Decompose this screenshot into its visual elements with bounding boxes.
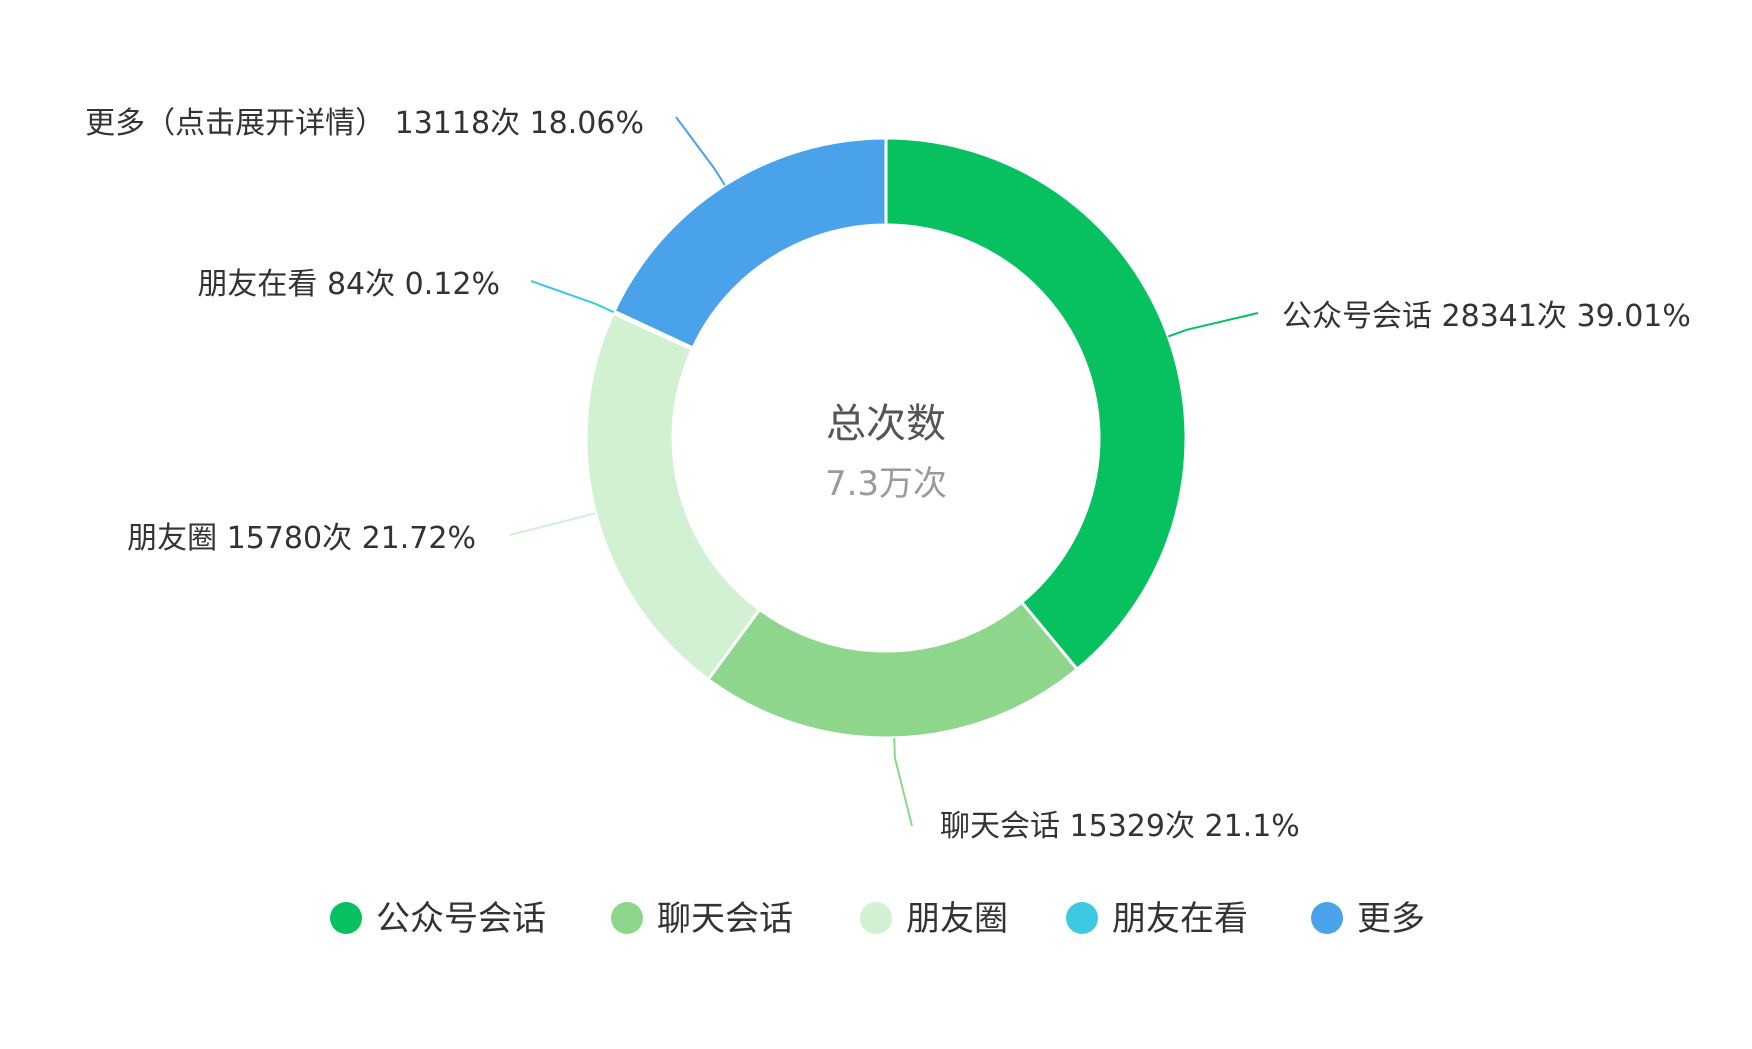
legend: 公众号会话 聊天会话 朋友圈 朋友在看 更多	[330, 899, 1425, 939]
slice-label-2: 聊天会话 15329次 21.1%	[940, 809, 1300, 844]
legend-marker-3	[860, 902, 892, 934]
legend-label-3: 朋友圈	[906, 899, 1008, 939]
leader-line-4	[530, 280, 615, 314]
slice-labels-layer: 公众号会话 28341次 39.01% 聊天会话 15329次 21.1% 朋友圈 …	[85, 106, 1691, 844]
legend-item-4[interactable]: 朋友在看	[1066, 899, 1248, 939]
legend-marker-5	[1311, 902, 1343, 934]
legend-item-5[interactable]: 更多	[1311, 899, 1425, 939]
legend-marker-1	[330, 902, 362, 934]
center-value: 7.3万次	[825, 464, 947, 504]
leader-line-1	[1167, 312, 1259, 338]
slice-label-1: 公众号会话 28341次 39.01%	[1282, 299, 1691, 334]
legend-marker-4	[1066, 902, 1098, 934]
donut-slice-5[interactable]	[612, 136, 888, 350]
leader-line-5	[675, 116, 726, 186]
legend-label-5: 更多	[1357, 899, 1425, 939]
legend-item-1[interactable]: 公众号会话	[330, 899, 546, 939]
legend-label-1: 公众号会话	[376, 899, 546, 939]
legend-label-2: 聊天会话	[657, 899, 793, 939]
donut-slice-1[interactable]	[884, 136, 1188, 672]
leader-line-3	[509, 512, 596, 536]
donut-slice-2[interactable]	[705, 600, 1080, 740]
legend-item-2[interactable]: 聊天会话	[611, 899, 793, 939]
slices-layer	[584, 136, 1188, 740]
slice-label-5[interactable]: 更多（点击展开详情） 13118次 18.06%	[85, 106, 644, 141]
slice-label-3: 朋友圈 15780次 21.72%	[127, 521, 476, 556]
center-title: 总次数	[826, 401, 946, 447]
slice-label-4: 朋友在看 84次 0.12%	[197, 267, 500, 302]
leader-lines-layer	[509, 116, 1259, 827]
legend-label-4: 朋友在看	[1112, 899, 1248, 939]
legend-item-3[interactable]: 朋友圈	[860, 899, 1008, 939]
leader-line-2	[893, 737, 913, 827]
donut-slice-3[interactable]	[584, 311, 762, 682]
legend-marker-2	[611, 902, 643, 934]
